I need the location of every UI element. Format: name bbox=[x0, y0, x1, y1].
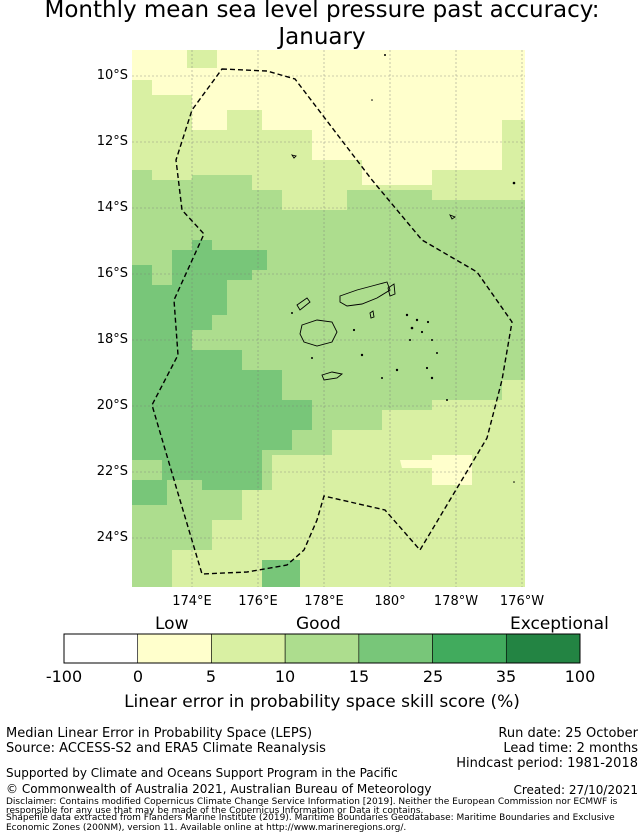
colorbar-tick: 10 bbox=[274, 667, 296, 686]
colorbar-segment bbox=[284, 633, 360, 664]
lat-label: 14°S bbox=[96, 200, 128, 215]
created-date: Created: 27/10/2021 bbox=[513, 783, 638, 797]
chart-title-line2: January bbox=[278, 24, 366, 50]
colorbar-category-exceptional: Exceptional bbox=[510, 614, 609, 634]
chart-title-line1: Monthly mean sea level pressure past acc… bbox=[44, 0, 600, 23]
colorbar-segment bbox=[63, 633, 139, 664]
support-text: Supported by Climate and Oceans Support … bbox=[6, 766, 398, 780]
colorbar-tick: 15 bbox=[348, 667, 370, 686]
colorbar-segment bbox=[432, 633, 507, 664]
colorbar-tick: 25 bbox=[422, 667, 444, 686]
high-skill-region bbox=[132, 240, 417, 587]
colorbar-segment bbox=[211, 633, 286, 664]
colorbar-tick: 100 bbox=[564, 667, 596, 686]
colorbar-category-good: Good bbox=[296, 614, 341, 634]
kadavu bbox=[321, 371, 344, 381]
colorbar-segment bbox=[358, 633, 433, 664]
vanua-levu bbox=[339, 281, 391, 307]
lat-label: 22°S bbox=[96, 464, 128, 479]
colorbar-label: Linear error in probability space skill … bbox=[124, 692, 520, 712]
colorbar-tick: -100 bbox=[45, 667, 83, 686]
colorbar-tick: 5 bbox=[205, 667, 217, 686]
colorbar-category-low: Low bbox=[155, 614, 189, 634]
lon-label: 178°W bbox=[433, 594, 479, 609]
copyright-text: © Commonwealth of Australia 2021, Austra… bbox=[6, 782, 432, 796]
disclaimer-line1: Disclaimer: Contains modified Copernicus… bbox=[6, 797, 618, 807]
viti-levu bbox=[299, 319, 338, 347]
source-text: Source: ACCESS-S2 and ERA5 Climate Reana… bbox=[6, 741, 326, 756]
method-text: Median Linear Error in Probability Space… bbox=[6, 726, 313, 741]
disclaimer-line2: responsible for any use that may be made… bbox=[6, 806, 424, 816]
lat-label: 24°S bbox=[96, 530, 128, 545]
graticule bbox=[132, 50, 525, 587]
lat-label: 16°S bbox=[96, 266, 128, 281]
shapefile-line2: Economic Zones (200NM), version 11. Avai… bbox=[6, 823, 407, 833]
lead-time: Lead time: 2 months bbox=[503, 741, 638, 756]
lon-label: 176°W bbox=[499, 594, 545, 609]
fiji-islands bbox=[290, 154, 456, 381]
lon-label: 178°E bbox=[304, 594, 344, 609]
run-date: Run date: 25 October bbox=[498, 726, 638, 741]
colorbar bbox=[63, 633, 581, 664]
shapefile-line1: Shapefile data extracted from Flanders M… bbox=[6, 813, 615, 823]
lat-label: 20°S bbox=[96, 398, 128, 413]
skill-map bbox=[132, 50, 525, 587]
lon-label: 176°E bbox=[238, 594, 278, 609]
lau-islands bbox=[291, 54, 516, 483]
hindcast-period: Hindcast period: 1981-2018 bbox=[456, 756, 638, 771]
colorbar-segment bbox=[137, 633, 212, 664]
lat-label: 12°S bbox=[96, 134, 128, 149]
lat-label: 18°S bbox=[96, 332, 128, 347]
lon-label: 180° bbox=[374, 594, 406, 609]
colorbar-segment bbox=[505, 633, 581, 664]
eez-boundary bbox=[151, 68, 513, 575]
lon-label: 174°E bbox=[172, 594, 212, 609]
colorbar-tick: 0 bbox=[132, 667, 144, 686]
low-skill-region bbox=[132, 50, 525, 485]
colorbar-tick: 35 bbox=[495, 667, 517, 686]
taveuni bbox=[387, 283, 396, 297]
lat-label: 10°S bbox=[96, 68, 128, 83]
